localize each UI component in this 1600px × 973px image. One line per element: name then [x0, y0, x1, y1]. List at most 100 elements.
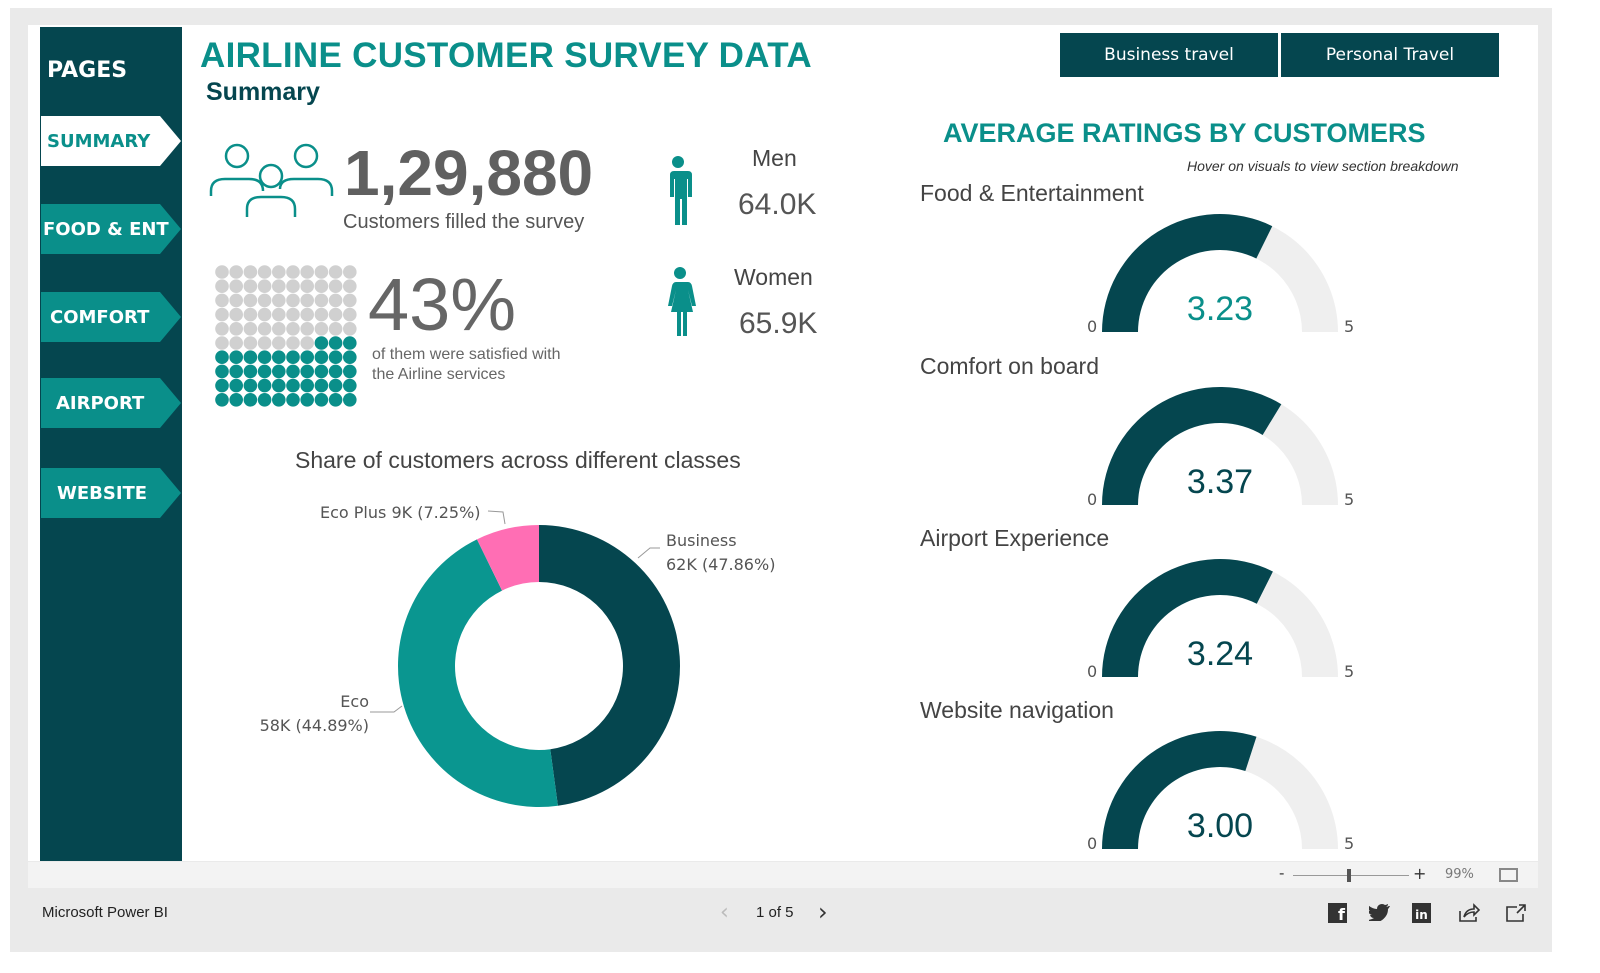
gauge-max: 5 — [1344, 834, 1355, 853]
waffle-dot-empty — [229, 322, 243, 336]
gauge-title: Food & Entertainment — [920, 180, 1144, 206]
nav-summary[interactable]: SUMMARY — [41, 116, 181, 166]
gauge-fill[interactable] — [1102, 731, 1257, 849]
waffle-dot-empty — [300, 293, 314, 308]
waffle-dot-empty — [343, 293, 357, 308]
waffle-dot-empty — [343, 322, 357, 336]
zoom-in-button[interactable]: + — [1413, 864, 1427, 883]
gauge-title: Comfort on board — [920, 353, 1099, 379]
waffle-dot-filled — [328, 336, 343, 350]
page-title: AIRLINE CUSTOMER SURVEY DATA — [200, 36, 812, 75]
zoom-slider-track[interactable] — [1293, 875, 1409, 876]
nav-comfort[interactable]: COMFORT — [41, 292, 181, 342]
waffle-dot-filled — [215, 378, 229, 393]
popout-icon[interactable] — [1505, 903, 1527, 923]
satisfied-pct: 43% — [368, 263, 517, 346]
waffle-dot-empty — [257, 322, 272, 336]
waffle-dot-empty — [215, 279, 229, 293]
donut-slice-eco[interactable] — [398, 539, 558, 807]
waffle-dot-filled — [328, 350, 343, 364]
donut-slice-business[interactable] — [539, 525, 680, 806]
waffle-dot-filled — [257, 350, 272, 364]
waffle-dot-filled — [343, 350, 357, 364]
waffle-dot-filled — [243, 350, 258, 364]
nav-airport[interactable]: AIRPORT — [41, 378, 181, 428]
gauge-title: Airport Experience — [920, 525, 1110, 551]
waffle-dot-filled — [286, 393, 300, 407]
waffle-dot-empty — [328, 265, 343, 279]
waffle-dot-empty — [272, 307, 286, 322]
waffle-dot-filled — [328, 364, 343, 379]
waffle-dot-empty — [272, 293, 286, 308]
waffle-dot-filled — [243, 393, 258, 407]
share-icon[interactable] — [1458, 903, 1480, 923]
waffle-dot-filled — [257, 378, 272, 393]
waffle-dot-empty — [286, 336, 300, 350]
linkedin-icon[interactable]: in — [1412, 903, 1431, 923]
label-eco: Eco 58K (44.89%) — [257, 690, 369, 738]
waffle-dot-filled — [272, 364, 286, 379]
waffle-dot-empty — [272, 265, 286, 279]
waffle-dot-filled — [343, 378, 357, 393]
satisfied-label: of them were satisfied with the Airline s… — [372, 345, 561, 385]
waffle-dot-filled — [286, 350, 300, 364]
waffle-dot-filled — [243, 364, 258, 379]
label-business: Business 62K (47.86%) — [666, 529, 775, 577]
gauge-fill[interactable] — [1102, 214, 1273, 332]
waffle-dot-empty — [314, 322, 329, 336]
gauge-title: Website navigation — [920, 697, 1114, 723]
waffle-dot-empty — [215, 322, 229, 336]
people-icon — [209, 143, 334, 217]
zoom-out-button[interactable]: - — [1279, 864, 1285, 882]
waffle-chart — [215, 265, 357, 407]
waffle-dot-filled — [257, 364, 272, 379]
gauge-min: 0 — [1087, 317, 1098, 336]
twitter-icon[interactable] — [1369, 903, 1390, 921]
waffle-dot-filled — [229, 350, 243, 364]
gauge-fill[interactable] — [1102, 387, 1282, 505]
waffle-dot-filled — [286, 364, 300, 379]
gauge-value: 3.00 — [1186, 807, 1254, 845]
facebook-icon[interactable]: f — [1328, 903, 1347, 924]
business-travel-button[interactable]: Business travel — [1060, 33, 1278, 77]
zoom-slider-handle[interactable] — [1347, 869, 1351, 882]
waffle-dot-filled — [272, 378, 286, 393]
gauge-value: 3.37 — [1186, 463, 1254, 501]
gauge-value: 3.23 — [1186, 290, 1254, 328]
waffle-dot-empty — [215, 336, 229, 350]
waffle-dot-empty — [314, 265, 329, 279]
waffle-dot-empty — [328, 279, 343, 293]
waffle-dot-empty — [257, 336, 272, 350]
gauge-fill[interactable] — [1102, 559, 1273, 677]
man-icon — [668, 156, 692, 225]
waffle-dot-filled — [343, 393, 357, 407]
waffle-dot-empty — [314, 307, 329, 322]
personal-travel-button[interactable]: Personal Travel — [1281, 33, 1499, 77]
satisfied-label-2: the Airline services — [372, 366, 506, 383]
waffle-dot-filled — [229, 378, 243, 393]
waffle-dot-filled — [215, 350, 229, 364]
waffle-dot-filled — [272, 350, 286, 364]
pages-title: PAGES — [47, 58, 128, 83]
waffle-dot-filled — [343, 364, 357, 379]
waffle-dot-filled — [300, 364, 314, 379]
waffle-dot-empty — [272, 336, 286, 350]
fit-to-page-icon[interactable] — [1499, 868, 1518, 882]
brand-label: Microsoft Power BI — [42, 904, 168, 921]
waffle-dot-filled — [215, 393, 229, 407]
men-value: 64.0K — [738, 188, 817, 221]
gauge-min: 0 — [1087, 662, 1098, 681]
donut-slice-eco-plus[interactable] — [476, 525, 539, 591]
next-page-icon[interactable]: › — [818, 898, 828, 926]
waffle-dot-empty — [243, 336, 258, 350]
men-label: Men — [752, 145, 797, 171]
nav-food-ent[interactable]: FOOD & ENT — [41, 204, 181, 254]
waffle-dot-filled — [343, 336, 357, 350]
prev-page-icon[interactable]: ‹ — [720, 900, 729, 925]
waffle-dot-empty — [300, 279, 314, 293]
nav-website[interactable]: WEBSITE — [41, 468, 181, 518]
waffle-dot-empty — [343, 279, 357, 293]
waffle-dot-filled — [328, 393, 343, 407]
waffle-dot-filled — [328, 378, 343, 393]
women-label: Women — [734, 264, 813, 290]
